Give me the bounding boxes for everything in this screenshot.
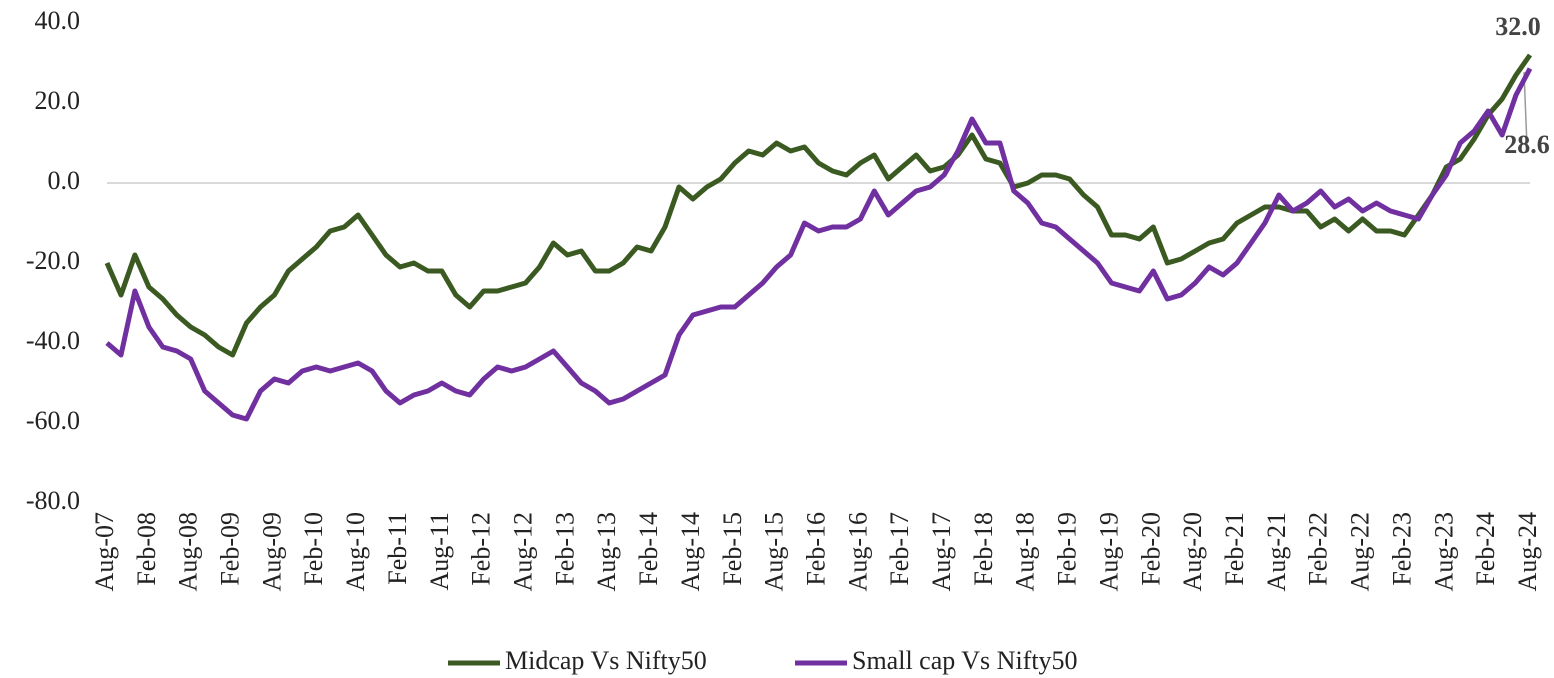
x-tick-label: Feb-20 — [1136, 512, 1165, 586]
x-tick-label: Aug-07 — [90, 512, 119, 591]
x-tick-label: Aug-19 — [1094, 512, 1123, 591]
data-label: 28.6 — [1504, 130, 1550, 159]
leader-line — [1523, 71, 1528, 147]
x-tick-label: Aug-13 — [592, 512, 621, 591]
y-tick-label: -40.0 — [26, 326, 80, 355]
y-tick-label: -80.0 — [26, 486, 80, 515]
x-tick-label: Aug-08 — [174, 512, 203, 591]
x-tick-label: Aug-21 — [1262, 512, 1291, 591]
x-tick-label: Feb-17 — [885, 512, 914, 586]
y-tick-label: -20.0 — [26, 246, 80, 275]
data-label: 32.0 — [1495, 12, 1541, 41]
x-tick-label: Feb-09 — [216, 512, 245, 586]
x-tick-label: Feb-21 — [1220, 512, 1249, 586]
x-tick-label: Aug-18 — [1011, 512, 1040, 591]
x-tick-label: Aug-24 — [1513, 512, 1542, 591]
x-tick-label: Aug-10 — [341, 512, 370, 591]
x-tick-label: Feb-22 — [1304, 512, 1333, 586]
x-tick-label: Feb-23 — [1387, 512, 1416, 586]
x-tick-label: Feb-19 — [1053, 512, 1082, 586]
x-tick-label: Aug-09 — [257, 512, 286, 591]
x-tick-label: Feb-18 — [969, 512, 998, 586]
legend-label: Midcap Vs Nifty50 — [505, 646, 707, 675]
x-tick-label: Feb-08 — [132, 512, 161, 586]
x-tick-label: Aug-16 — [843, 512, 872, 591]
line-series — [105, 67, 1533, 422]
y-tick-label: 40.0 — [35, 6, 81, 35]
x-tick-label: Aug-15 — [760, 512, 789, 591]
y-tick-label: -60.0 — [26, 406, 80, 435]
x-tick-label: Feb-15 — [718, 512, 747, 586]
x-tick-label: Feb-10 — [299, 512, 328, 586]
x-tick-label: Aug-22 — [1346, 512, 1375, 591]
x-tick-label: Aug-11 — [425, 512, 454, 590]
x-tick-label: Feb-11 — [383, 512, 412, 585]
x-tick-label: Aug-20 — [1178, 512, 1207, 591]
x-tick-label: Feb-12 — [467, 512, 496, 586]
y-tick-label: 0.0 — [48, 166, 81, 195]
x-tick-label: Feb-16 — [801, 512, 830, 586]
line-series — [104, 53, 1533, 358]
x-tick-label: Aug-23 — [1429, 512, 1458, 591]
x-tick-label: Aug-17 — [927, 512, 956, 591]
x-tick-label: Aug-14 — [676, 512, 705, 591]
legend-label: Small cap Vs Nifty50 — [852, 646, 1078, 675]
x-tick-label: Feb-24 — [1471, 512, 1500, 586]
y-tick-label: 20.0 — [35, 86, 81, 115]
x-tick-label: Feb-13 — [550, 512, 579, 586]
x-tick-label: Feb-14 — [634, 512, 663, 586]
x-tick-label: Aug-12 — [508, 512, 537, 591]
